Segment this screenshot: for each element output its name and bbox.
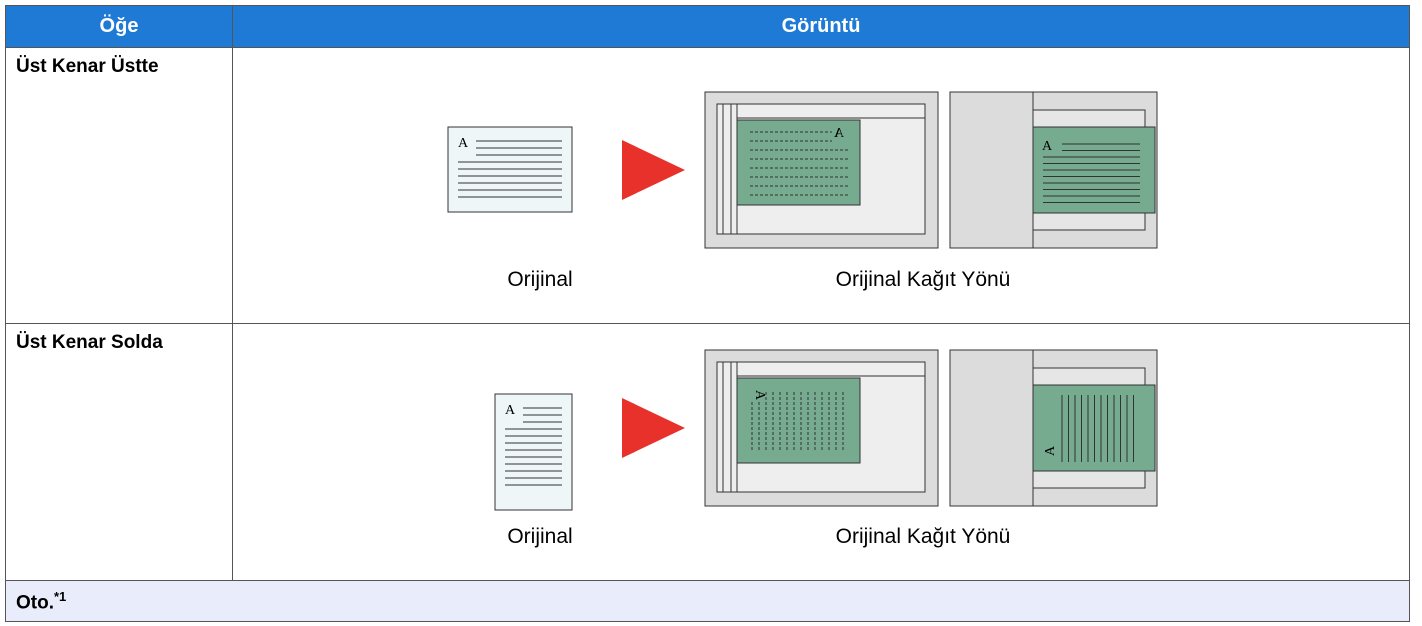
caption: Orijinal <box>507 268 573 291</box>
footer-cell: Oto.*1 <box>5 580 1410 622</box>
footer-item: Oto. <box>16 592 54 614</box>
caption: Orijinal Kağıt Yönü <box>835 268 1011 291</box>
item-cell: Üst Kenar Solda <box>5 323 233 581</box>
header-cell: Öğe <box>5 5 233 48</box>
footnote-ref: *1 <box>54 589 67 604</box>
item-cell: Üst Kenar Üstte <box>5 47 233 324</box>
image-cell <box>232 47 1410 324</box>
caption: Orijinal <box>507 525 573 548</box>
header-cell: Görüntü <box>232 5 1410 48</box>
image-cell <box>232 323 1410 581</box>
caption: Orijinal Kağıt Yönü <box>835 525 1011 548</box>
